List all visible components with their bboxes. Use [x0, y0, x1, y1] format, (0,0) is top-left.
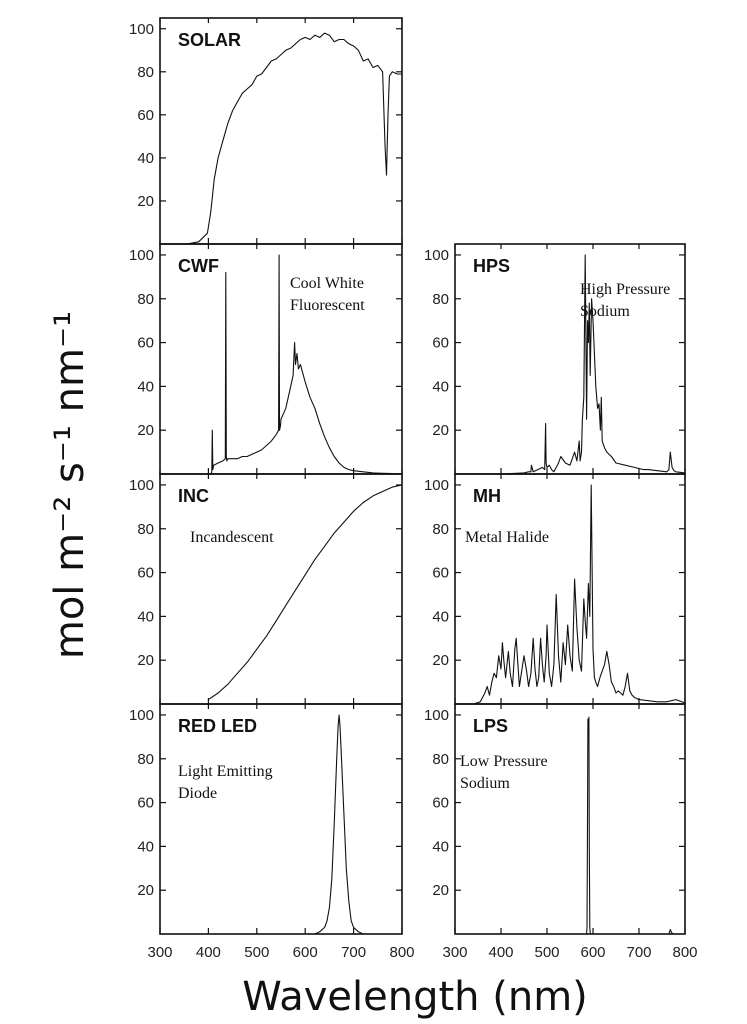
- panel-title-solar: SOLAR: [178, 30, 241, 50]
- y-tick-label: 80: [137, 521, 154, 538]
- x-axis-label: Wavelength (nm): [242, 974, 588, 1020]
- y-tick-label: 40: [137, 378, 154, 395]
- panel-redled: 20 40 60 80 100 300 400 500 600 700 800 RED LED Ligh…: [129, 703, 415, 961]
- panel-cwf: 20 40 60 80 100 CWF Cool White Fluorescent: [129, 243, 403, 475]
- panel-frame-cwf: [159, 243, 403, 475]
- x-tick-label: 300: [147, 944, 172, 961]
- panel-subtitle-lps: Low Pressure: [460, 753, 548, 770]
- y-tick-label: 60: [137, 335, 154, 352]
- y-tick-label: 60: [137, 565, 154, 582]
- panel-subtitle-mh: Metal Halide: [465, 529, 549, 546]
- x-tick-label: 300: [442, 944, 467, 961]
- y-tick-label: 100: [424, 707, 449, 724]
- panel-subtitle-hps: Sodium: [580, 303, 630, 320]
- panel-title-redled: RED LED: [178, 716, 257, 736]
- y-tick-label: 20: [432, 652, 449, 669]
- panel-frame-redled: [159, 703, 403, 935]
- x-tick-label: 700: [626, 944, 651, 961]
- panel-title-mh: MH: [473, 486, 501, 506]
- panels: 20 40 60 80 100 SOLAR 20 40 60 80 100 CWF Cool White…: [129, 17, 698, 961]
- x-tick-label: 800: [672, 944, 697, 961]
- y-tick-label: 20: [137, 652, 154, 669]
- y-tick-label: 40: [432, 378, 449, 395]
- x-tick-label: 600: [293, 944, 318, 961]
- panel-title-lps: LPS: [473, 716, 508, 736]
- y-tick-label: 40: [137, 150, 154, 167]
- panel-frame-solar: [159, 17, 403, 245]
- panel-frame-hps: [454, 243, 686, 475]
- y-tick-label: 20: [137, 882, 154, 899]
- y-tick-label: 40: [137, 838, 154, 855]
- panel-inc: 20 40 60 80 100 INC Incandescent: [129, 473, 403, 705]
- panel-subtitle-lps: Sodium: [460, 775, 510, 792]
- y-tick-label: 60: [432, 795, 449, 812]
- y-tick-label: 100: [424, 477, 449, 494]
- panel-subtitle-hps: High Pressure: [580, 281, 670, 298]
- y-tick-label: 100: [129, 707, 154, 724]
- y-tick-label: 20: [432, 882, 449, 899]
- spectrum-line-cwf: [210, 254, 403, 475]
- x-tick-label: 500: [244, 944, 269, 961]
- y-tick-label: 80: [432, 521, 449, 538]
- y-tick-label: 20: [432, 422, 449, 439]
- spectrum-line-lps: [455, 716, 685, 935]
- spectrum-line-mh: [455, 484, 686, 705]
- y-tick-label: 60: [432, 565, 449, 582]
- x-tick-label: 800: [389, 944, 414, 961]
- x-tick-label: 600: [580, 944, 605, 961]
- y-tick-label: 40: [137, 608, 154, 625]
- y-tick-label: 60: [432, 335, 449, 352]
- y-tick-label: 80: [432, 291, 449, 308]
- y-tick-label: 40: [432, 838, 449, 855]
- y-tick-label: 80: [137, 64, 154, 81]
- x-tick-label: 400: [488, 944, 513, 961]
- y-tick-label: 60: [137, 107, 154, 124]
- panel-subtitle-redled: Light Emitting: [178, 763, 273, 780]
- y-tick-label: 20: [137, 193, 154, 210]
- panel-frame-mh: [454, 473, 686, 705]
- panel-title-inc: INC: [178, 486, 209, 506]
- panel-subtitle-redled: Diode: [178, 785, 217, 802]
- y-tick-label: 80: [137, 291, 154, 308]
- panel-hps: 20 40 60 80 100 HPS High Pressure Sodium: [424, 243, 686, 475]
- y-tick-label: 80: [432, 751, 449, 768]
- spectrum-line-inc: [208, 484, 403, 701]
- y-tick-label: 100: [424, 247, 449, 264]
- panel-frame-inc: [159, 473, 403, 705]
- x-tick-label: 400: [196, 944, 221, 961]
- panel-solar: 20 40 60 80 100 SOLAR: [129, 17, 403, 245]
- y-tick-label: 80: [137, 751, 154, 768]
- y-tick-label: 100: [129, 477, 154, 494]
- spectrum-line-redled: [314, 714, 364, 935]
- panel-subtitle-cwf: Cool White: [290, 275, 364, 292]
- x-tick-label: 700: [341, 944, 366, 961]
- panel-frame-lps: [454, 703, 686, 935]
- y-tick-label: 100: [129, 247, 154, 264]
- y-tick-label: 20: [137, 422, 154, 439]
- y-tick-label: 100: [129, 21, 154, 38]
- x-tick-label: 500: [534, 944, 559, 961]
- panel-subtitle-cwf: Fluorescent: [290, 297, 365, 314]
- y-tick-label: 60: [137, 795, 154, 812]
- panel-lps: 20 40 60 80 100 300 400 500 600 700 800 LPS Low Pres…: [424, 703, 698, 961]
- panel-subtitle-inc: Incandescent: [190, 529, 274, 546]
- panel-mh: 20 40 60 80 100 MH Metal Halide: [424, 473, 686, 705]
- panel-title-cwf: CWF: [178, 256, 219, 276]
- y-tick-label: 40: [432, 608, 449, 625]
- spectrum-line-hps: [455, 254, 686, 475]
- y-axis-label: mol m⁻² s⁻¹ nm⁻¹: [47, 311, 93, 659]
- spectrum-line-solar: [186, 32, 402, 245]
- panel-title-hps: HPS: [473, 256, 510, 276]
